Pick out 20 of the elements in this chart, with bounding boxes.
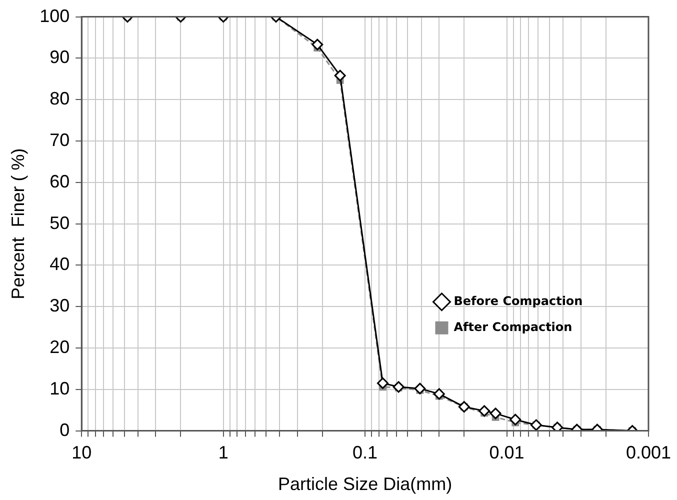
x-tick-label: 0.1	[352, 442, 378, 463]
x-tick-label: 0.001	[626, 442, 671, 463]
legend-label: After Compaction	[454, 320, 572, 334]
y-tick-label: 80	[50, 88, 70, 109]
x-tick-label: 0.01	[489, 442, 524, 463]
y-tick-label: 90	[50, 47, 70, 68]
legend-label: Before Compaction	[454, 294, 583, 308]
x-tick-label: 10	[72, 442, 92, 463]
y-tick-label: 50	[50, 212, 70, 233]
y-tick-label: 60	[50, 171, 70, 192]
y-tick-label: 100	[40, 6, 70, 26]
y-axis-title: Percent Finer ( %)	[8, 148, 28, 300]
y-tick-label: 20	[50, 336, 70, 357]
x-axis-title: Particle Size Dia(mm)	[278, 474, 452, 494]
y-tick-label: 70	[50, 130, 70, 150]
y-tick-label: 0	[60, 420, 70, 440]
y-tick-label: 30	[50, 296, 70, 316]
y-tick-label: 40	[50, 254, 70, 274]
x-tick-label: 1	[218, 442, 228, 463]
y-tick-label: 10	[50, 378, 70, 398]
